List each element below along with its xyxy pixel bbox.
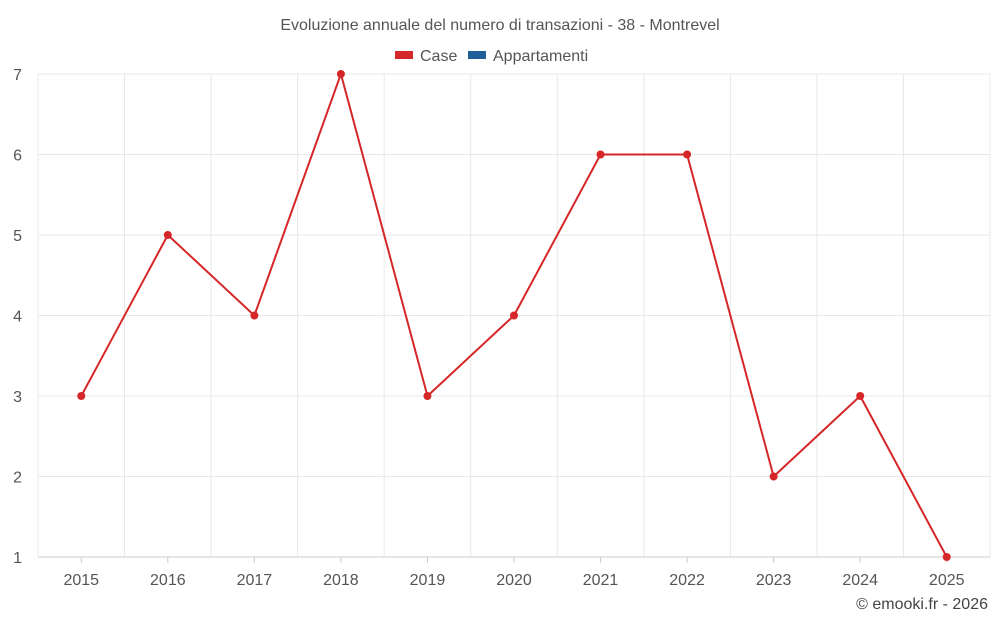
axis-layer: 1 2 3 4 5 6 7 2015 2016 2017 2018 2019 2020 2021 2022 2… bbox=[13, 67, 965, 589]
legend-item-appartamenti[interactable]: Appartamenti bbox=[468, 48, 588, 65]
x-tick-label: 2016 bbox=[150, 572, 186, 589]
y-tick-label: 6 bbox=[13, 148, 22, 165]
x-tick-label: 2022 bbox=[669, 572, 705, 589]
data-point[interactable] bbox=[423, 392, 432, 400]
x-tick-label: 2024 bbox=[842, 572, 878, 589]
credit-text: © emooki.fr - 2026 bbox=[856, 596, 988, 613]
data-point[interactable] bbox=[683, 150, 692, 159]
data-point[interactable] bbox=[942, 553, 951, 561]
data-point[interactable] bbox=[250, 311, 259, 320]
legend: Case Appartamenti bbox=[395, 48, 588, 65]
data-point[interactable] bbox=[596, 150, 605, 159]
y-tick-label: 4 bbox=[13, 309, 22, 326]
y-tick-label: 1 bbox=[13, 550, 22, 567]
data-point[interactable] bbox=[510, 311, 518, 320]
x-tick-label: 2020 bbox=[496, 572, 532, 589]
data-point[interactable] bbox=[77, 392, 86, 400]
y-tick-label: 7 bbox=[13, 67, 22, 84]
legend-swatch-case bbox=[395, 51, 413, 59]
y-tick-label: 3 bbox=[13, 389, 22, 406]
grid-layer bbox=[37, 73, 991, 558]
data-point[interactable] bbox=[856, 392, 865, 400]
x-tick-label: 2021 bbox=[583, 572, 619, 589]
data-point[interactable] bbox=[336, 70, 345, 78]
legend-label-appartamenti: Appartamenti bbox=[493, 48, 588, 65]
legend-item-case[interactable]: Case bbox=[395, 48, 457, 65]
legend-label-case: Case bbox=[420, 48, 457, 65]
y-tick-label: 5 bbox=[13, 228, 22, 245]
x-tick-label: 2018 bbox=[323, 572, 359, 589]
legend-swatch-appartamenti bbox=[468, 51, 486, 59]
chart-title: Evoluzione annuale del numero di transaz… bbox=[280, 17, 719, 34]
x-tick-label: 2017 bbox=[237, 572, 273, 589]
x-tick-label: 2025 bbox=[929, 572, 965, 589]
data-point[interactable] bbox=[163, 231, 172, 239]
series-layer bbox=[77, 70, 951, 561]
x-tick-label: 2023 bbox=[756, 572, 792, 589]
y-tick-label: 2 bbox=[13, 470, 22, 487]
x-tick-label: 2015 bbox=[63, 572, 99, 589]
data-point[interactable] bbox=[769, 472, 778, 481]
x-tick-label: 2019 bbox=[410, 572, 446, 589]
